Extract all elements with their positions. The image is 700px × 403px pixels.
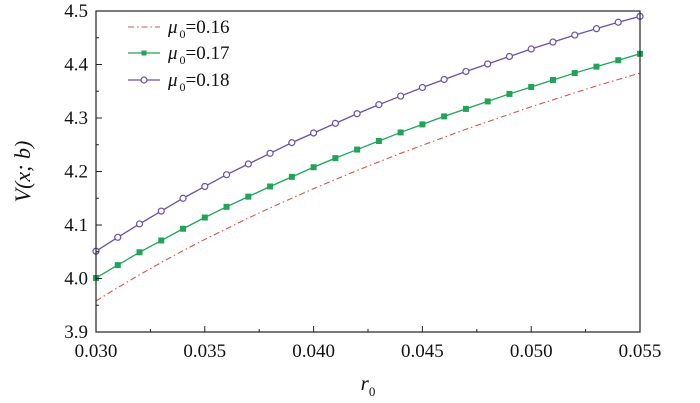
data-point — [484, 60, 492, 68]
data-point — [397, 129, 404, 136]
series-line — [95, 72, 641, 302]
y-tick-label: 4.0 — [64, 269, 88, 290]
data-point — [375, 138, 382, 145]
data-point — [440, 75, 448, 84]
data-point — [354, 146, 361, 153]
plot-frame — [95, 10, 641, 333]
data-point — [549, 38, 557, 46]
axes: 3.9 4.0 4.1 4.2 4.3 4.4 4.5 0.030 0.035 0.040 0.04… — [10, 1, 662, 399]
y-tick-label: 4.2 — [64, 162, 88, 183]
y-tick-label: 4.3 — [64, 108, 88, 129]
data-point — [505, 52, 514, 61]
data-point — [310, 129, 318, 137]
legend-label: μ 0=0.18 — [167, 70, 230, 94]
data-point — [288, 173, 295, 180]
data-point — [114, 262, 121, 269]
series-1 — [93, 50, 643, 281]
data-point — [462, 67, 470, 76]
data-point — [157, 207, 165, 215]
x-tick-label: 0.035 — [183, 341, 226, 362]
x-tick-label: 0.040 — [292, 341, 335, 362]
data-point — [549, 77, 556, 84]
data-point — [331, 119, 339, 127]
legend-marker — [140, 76, 148, 84]
legend-item-1: μ 0=0.17 — [128, 43, 230, 67]
data-point — [614, 18, 622, 26]
data-point — [310, 164, 317, 171]
data-point — [222, 171, 231, 179]
legend-item-0: μ 0=0.16 — [128, 17, 230, 41]
data-point — [484, 98, 491, 105]
y-tick-label: 3.9 — [64, 322, 88, 343]
data-point — [201, 214, 208, 221]
legend-marker — [141, 50, 147, 56]
y-axis-label: V(x; b) — [10, 141, 35, 203]
data-point — [266, 149, 274, 157]
legend: μ 0=0.16μ 0=0.17 μ 0=0.18 — [128, 17, 230, 94]
x-tick-label: 0.030 — [75, 341, 118, 362]
data-point — [592, 25, 601, 33]
data-point — [353, 110, 361, 118]
data-point — [506, 90, 513, 97]
data-point — [288, 139, 296, 147]
x-tick-label: 0.045 — [401, 341, 444, 362]
data-point — [462, 105, 469, 112]
legend-item-2: μ 0=0.18 — [128, 70, 230, 94]
data-point — [179, 194, 187, 202]
data-point — [201, 182, 209, 191]
data-point — [245, 193, 252, 200]
data-point — [615, 57, 622, 64]
y-tick-label: 4.4 — [64, 55, 88, 76]
y-tick-label: 4.1 — [64, 215, 88, 236]
x-tick-label: 0.055 — [619, 341, 662, 362]
data-point — [136, 249, 143, 256]
data-point — [418, 83, 426, 92]
series-line — [95, 53, 641, 279]
data-point — [267, 183, 274, 190]
data-point — [571, 70, 578, 77]
legend-label: μ 0=0.17 — [167, 43, 230, 67]
data-point — [223, 203, 230, 210]
x-axis-label: r0 — [361, 371, 376, 399]
data-point — [397, 92, 405, 100]
data-point — [528, 83, 535, 90]
data-point — [571, 31, 579, 39]
data-point — [158, 237, 165, 244]
data-point — [332, 155, 339, 162]
data-point — [527, 45, 535, 53]
series-0 — [95, 72, 641, 302]
data-point — [114, 233, 122, 241]
data-point — [244, 160, 252, 168]
data-point — [135, 220, 144, 228]
data-point — [419, 121, 426, 128]
data-point — [593, 63, 600, 70]
data-point — [441, 113, 448, 120]
data-point — [375, 101, 383, 109]
y-tick-label: 4.5 — [64, 1, 88, 22]
x-axis-label-sub: 0 — [369, 384, 376, 399]
x-tick-label: 0.050 — [510, 341, 553, 362]
legend-label: μ 0=0.16 — [167, 17, 230, 41]
series-line — [95, 15, 641, 252]
x-axis-label-main: r — [361, 371, 370, 395]
data-point — [180, 225, 187, 232]
